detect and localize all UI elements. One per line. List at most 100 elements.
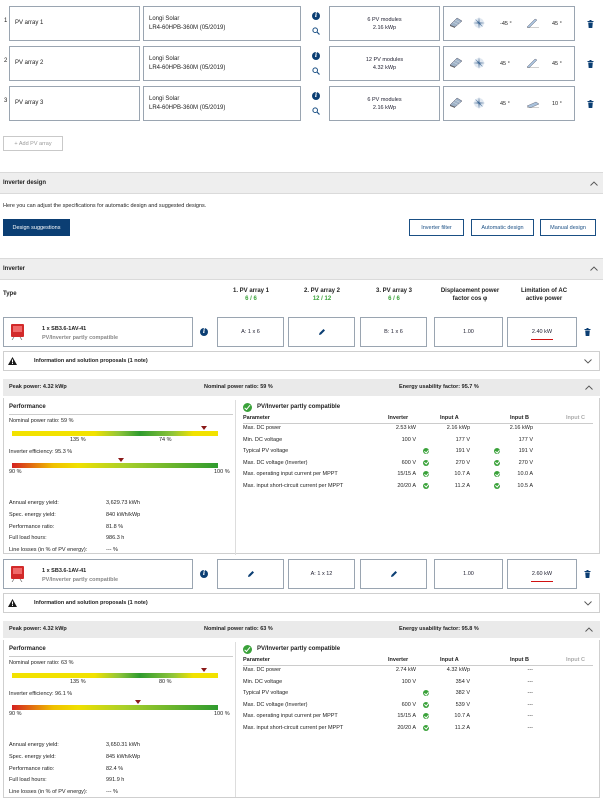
info-icon[interactable]: i: [312, 12, 320, 20]
ac-limit-field[interactable]: 2.60 kW: [507, 559, 577, 589]
chevron-down-icon[interactable]: [584, 601, 592, 606]
warning-icon: [8, 357, 17, 365]
param-name: Max. DC voltage (Inverter): [243, 459, 308, 466]
inverter-design-header[interactable]: Inverter design: [0, 172, 603, 194]
param-input-a: 382 V: [455, 690, 470, 696]
inverter-card[interactable]: 1 x SB3.6-1AV-41 PV/Inverter partly comp…: [3, 559, 193, 589]
pv-array-assignment[interactable]: [360, 559, 427, 589]
trash-icon[interactable]: [584, 570, 591, 578]
param-input-b: 177 V: [518, 436, 533, 443]
pv-module-field[interactable]: Longi Solar LR4-60HPB-360M (05/2019): [143, 6, 301, 41]
th-parameter: Parameter: [243, 657, 270, 663]
inverter-status: PV/Inverter partly compatible: [42, 577, 119, 583]
check-icon: [423, 459, 429, 466]
automatic-design-button[interactable]: Automatic design: [471, 219, 534, 236]
efficiency-tick-2: 100 %: [214, 469, 230, 475]
pv-array-assignment[interactable]: B: 1 x 6: [360, 317, 427, 347]
azimuth-value: 45 °: [500, 101, 510, 107]
param-name: Max. DC power: [243, 425, 281, 431]
summary-bar[interactable]: Peak power: 4.32 kWp Nominal power ratio…: [3, 379, 600, 396]
chevron-up-icon[interactable]: [590, 181, 598, 186]
pv-array-assignment[interactable]: A: 1 x 6: [217, 317, 284, 347]
cos-phi-field[interactable]: 1.00: [434, 317, 503, 347]
add-pv-array-button[interactable]: + Add PV array: [3, 136, 63, 151]
pv-array-name-input[interactable]: PV array 3: [9, 86, 140, 121]
compass-icon: [473, 17, 485, 29]
search-icon[interactable]: [312, 107, 320, 115]
col-limitation: Limitation of AC active power: [520, 288, 568, 302]
inverter-card[interactable]: 1 x SB3.6-1AV-41 PV/Inverter partly comp…: [3, 317, 193, 347]
check-icon: [494, 459, 500, 466]
cos-phi-field[interactable]: 1.00: [434, 559, 503, 589]
inverter-icon: [10, 323, 25, 341]
pv-array-name-input[interactable]: PV array 1: [9, 6, 140, 41]
module-manufacturer: Longi Solar: [149, 96, 180, 102]
efficiency-tick-2: 100 %: [214, 711, 230, 717]
tilt-value: 45 °: [552, 21, 562, 27]
pv-array-index: 1: [4, 18, 8, 24]
performance-divider: [9, 656, 233, 657]
param-input-a: 10.7 A: [454, 713, 470, 719]
param-input-b: ---: [527, 667, 534, 673]
tilt-value: 10 °: [552, 101, 562, 107]
search-icon[interactable]: [312, 67, 320, 75]
orientation-field[interactable]: -45 ° 45 °: [443, 6, 575, 41]
trash-icon[interactable]: [587, 100, 594, 108]
pv-array-assignment[interactable]: [288, 317, 355, 347]
design-suggestions-button[interactable]: Design suggestions: [3, 219, 70, 236]
param-input-b: ---: [527, 701, 534, 708]
pv-module-field[interactable]: Longi Solar LR4-60HPB-360M (05/2019): [143, 86, 301, 121]
info-icon[interactable]: i: [200, 328, 208, 336]
search-icon[interactable]: [312, 27, 320, 35]
inverter-filter-button[interactable]: Inverter filter: [409, 219, 464, 236]
summary-bar[interactable]: Peak power: 4.32 kWp Nominal power ratio…: [3, 621, 600, 638]
orientation-field[interactable]: 45 ° 10 °: [443, 86, 575, 121]
pv-array-assignment[interactable]: [217, 559, 284, 589]
param-input-a: 354 V: [455, 678, 470, 685]
param-inverter-value: 100 V: [401, 678, 416, 685]
check-circle-icon: [243, 403, 252, 412]
pv-module-field[interactable]: Longi Solar LR4-60HPB-360M (05/2019): [143, 46, 301, 81]
pv-module-count-field[interactable]: 6 PV modules 2.16 kWp: [329, 86, 440, 121]
param-input-a: 10.7 A: [454, 471, 470, 477]
manual-design-button[interactable]: Manual design: [540, 219, 596, 236]
info-icon[interactable]: i: [200, 570, 208, 578]
npr-tick-1: 135 %: [70, 679, 86, 685]
param-name: Max. input short-circuit current per MPP…: [243, 482, 344, 489]
pv-module-count-field[interactable]: 12 PV modules 4.32 kWp: [329, 46, 440, 81]
th-input-b: Input B: [510, 415, 529, 421]
inverter-section-header[interactable]: Inverter: [0, 258, 603, 280]
chevron-up-icon[interactable]: [590, 266, 598, 271]
module-manufacturer: Longi Solar: [149, 16, 180, 22]
performance-panel: [3, 398, 600, 554]
notes-label: Information and solution proposals (1 no…: [34, 600, 148, 606]
param-input-a: 11.2 A: [454, 724, 470, 731]
info-icon[interactable]: i: [312, 52, 320, 60]
ac-limit-field[interactable]: 2.40 kW: [507, 317, 577, 347]
pv-module-count-field[interactable]: 6 PV modules 2.16 kWp: [329, 6, 440, 41]
chevron-up-icon[interactable]: [585, 627, 593, 632]
npr-marker: [200, 426, 207, 430]
pv-array-power: 2.16 kWp: [372, 104, 397, 111]
trash-icon[interactable]: [587, 60, 594, 68]
efficiency-tick-1: 90 %: [9, 469, 22, 475]
info-icon[interactable]: i: [312, 92, 320, 100]
table-divider: [243, 423, 593, 424]
orientation-field[interactable]: 45 ° 45 °: [443, 46, 575, 81]
check-icon: [423, 690, 429, 696]
chevron-down-icon[interactable]: [584, 359, 592, 364]
pv-array-assignment[interactable]: A: 1 x 12: [288, 559, 355, 589]
trash-icon[interactable]: [587, 20, 594, 28]
pv-array-name-input[interactable]: PV array 2: [9, 46, 140, 81]
param-input-a: 191 V: [455, 448, 470, 454]
check-icon: [423, 713, 429, 719]
npr-tick-1: 135 %: [70, 437, 86, 443]
param-input-b: ---: [527, 678, 534, 685]
compass-icon: [473, 97, 485, 109]
trash-icon[interactable]: [584, 328, 591, 336]
chevron-up-icon[interactable]: [585, 385, 593, 390]
notes-bar[interactable]: Information and solution proposals (1 no…: [3, 351, 600, 371]
tilt-icon: [526, 58, 540, 69]
notes-bar[interactable]: Information and solution proposals (1 no…: [3, 593, 600, 613]
